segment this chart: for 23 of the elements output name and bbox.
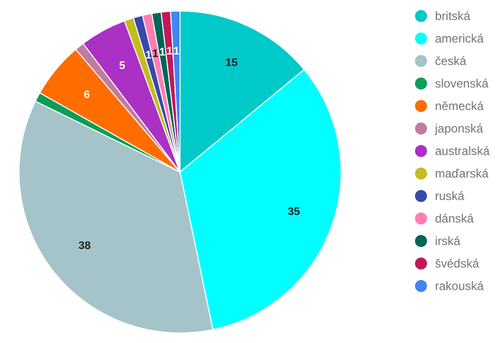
data-label: 1 (173, 45, 180, 58)
data-label: 38 (78, 240, 91, 252)
data-label: 5 (119, 60, 126, 72)
data-label: 1 (152, 48, 158, 60)
data-label: 1 (166, 46, 172, 58)
legend-label: německá (435, 99, 484, 113)
legend-label: australská (435, 144, 490, 158)
legend-label: rakouská (435, 279, 484, 293)
legend-label: irská (435, 234, 461, 248)
data-label: 6 (84, 89, 90, 102)
legend-label: maďarská (435, 166, 489, 180)
data-label: 1 (145, 49, 152, 62)
legend-label: americká (435, 32, 484, 46)
legend-label: dánská (435, 212, 474, 226)
legend-label: ruská (435, 189, 465, 203)
legend-label: japonská (434, 122, 484, 136)
data-label: 15 (225, 56, 238, 69)
legend-label: britská (435, 9, 471, 23)
legend-label: slovenská (435, 76, 489, 90)
legend-label: švédská (435, 256, 480, 270)
legend-label: česká (435, 54, 467, 68)
data-label: 1 (159, 46, 166, 59)
data-label: 35 (288, 206, 300, 218)
